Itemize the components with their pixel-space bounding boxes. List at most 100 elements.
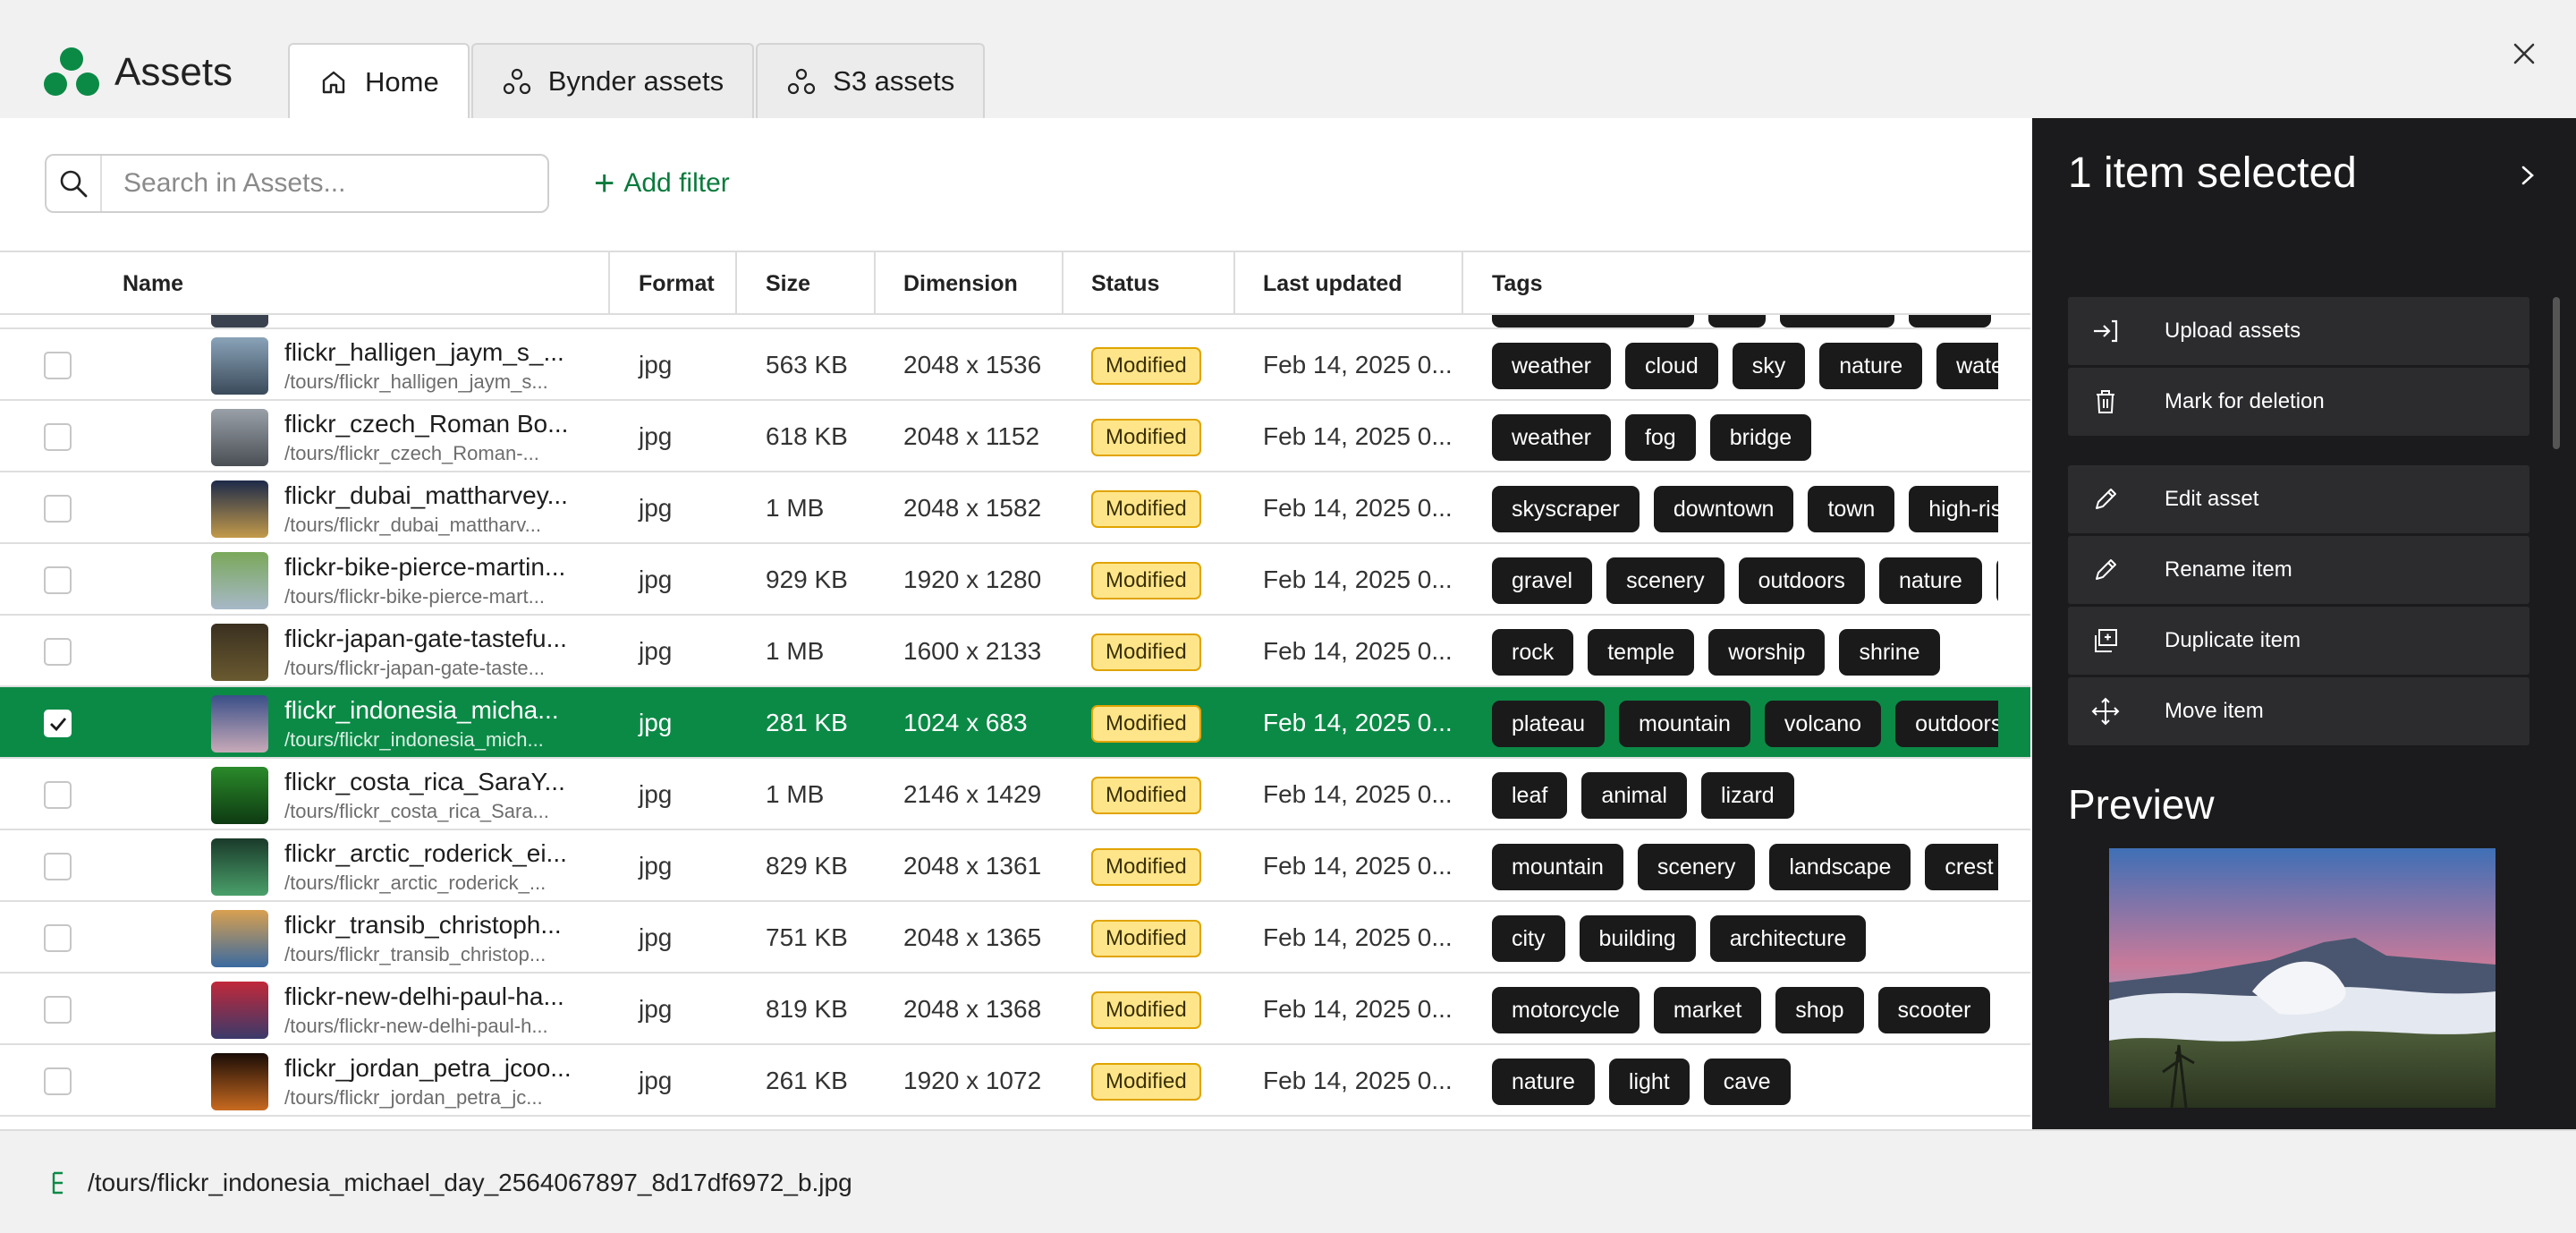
tag[interactable]: plateau [1492, 701, 1606, 747]
chevron-right-icon[interactable] [2515, 159, 2540, 191]
tag[interactable]: building [1579, 915, 1696, 962]
row-checkbox[interactable] [44, 996, 72, 1024]
asset-name[interactable]: flickr_dubai_mattharvey... [284, 481, 568, 509]
column-header-last-updated[interactable]: Last updated [1263, 270, 1402, 296]
tag[interactable]: weather [1492, 343, 1611, 389]
search-input[interactable] [123, 168, 517, 199]
tag[interactable] [1492, 315, 1694, 327]
tag[interactable]: market [1653, 987, 1762, 1033]
tag[interactable]: gravel [1492, 557, 1593, 604]
row-checkbox[interactable] [44, 853, 72, 880]
tag[interactable]: town [1808, 486, 1895, 532]
table-row[interactable]: flickr_costa_rica_SaraY... /tours/flickr_… [0, 759, 2030, 830]
column-resizer[interactable] [608, 252, 610, 315]
tag[interactable]: downtown [1653, 486, 1794, 532]
column-header-dimension[interactable]: Dimension [903, 270, 1018, 296]
table-row[interactable]: flickr_transib_christoph... /tours/flickr… [0, 902, 2030, 974]
duplicate-item-button[interactable]: Duplicate item [2068, 607, 2529, 675]
row-checkbox[interactable] [44, 566, 72, 594]
table-row[interactable]: flickr-new-delhi-paul-ha... /tours/flickr… [0, 974, 2030, 1045]
column-header-status[interactable]: Status [1091, 270, 1160, 296]
asset-name[interactable]: flickr_indonesia_micha... [284, 696, 559, 724]
tag[interactable]: outdoors [1738, 557, 1865, 604]
column-header-name[interactable]: Name [123, 270, 184, 296]
table-row[interactable]: flickr_indonesia_micha... /tours/flickr_i… [0, 687, 2030, 759]
row-checkbox[interactable] [44, 1067, 72, 1095]
tag[interactable]: high-rise [1909, 486, 1998, 532]
asset-name[interactable]: flickr-japan-gate-tastefu... [284, 625, 567, 652]
tag[interactable]: light [1608, 1059, 1690, 1105]
asset-name[interactable]: flickr_jordan_petra_jcoo... [284, 1054, 572, 1082]
asset-name[interactable]: flickr_halligen_jaym_s_... [284, 338, 564, 366]
tab-home[interactable]: Home [288, 43, 470, 120]
tag[interactable]: mountain [1619, 701, 1750, 747]
row-checkbox[interactable] [44, 924, 72, 952]
mark-for-deletion-button[interactable]: Mark for deletion [2068, 368, 2529, 436]
tag[interactable]: architecture [1709, 915, 1867, 962]
tag[interactable]: temple [1588, 629, 1695, 676]
tag[interactable]: fog [1624, 414, 1696, 461]
asset-name[interactable]: flickr_czech_Roman Bo... [284, 410, 569, 438]
tag[interactable]: weather [1492, 414, 1611, 461]
asset-name[interactable]: flickr_arctic_roderick_ei... [284, 839, 567, 867]
tab-s3-assets[interactable]: S3 assets [756, 43, 986, 118]
tag[interactable]: scenery [1637, 844, 1756, 890]
asset-name[interactable]: flickr_costa_rica_SaraY... [284, 768, 565, 795]
table-row[interactable]: flickr_arctic_roderick_ei... /tours/flick… [0, 830, 2030, 902]
row-checkbox[interactable] [44, 781, 72, 809]
tag[interactable]: scooter [1877, 987, 1991, 1033]
tag[interactable] [1909, 315, 1991, 327]
rename-item-button[interactable]: Rename item [2068, 536, 2529, 604]
tag[interactable]: sky [1732, 343, 1806, 389]
edit-asset-button[interactable]: Edit asset [2068, 465, 2529, 533]
tag[interactable]: nature [1819, 343, 1923, 389]
column-header-tags[interactable]: Tags [1492, 270, 1543, 296]
column-header-size[interactable]: Size [766, 270, 811, 296]
column-resizer[interactable] [1233, 252, 1235, 315]
asset-name[interactable]: flickr-new-delhi-paul-ha... [284, 982, 564, 1010]
tag[interactable] [1780, 315, 1894, 327]
row-checkbox[interactable] [44, 423, 72, 451]
upload-assets-button[interactable]: Upload assets [2068, 297, 2529, 365]
panel-scrollbar[interactable] [2553, 297, 2560, 449]
tag[interactable]: mountain [1492, 844, 1623, 890]
tag[interactable]: shrine [1839, 629, 1940, 676]
table-row[interactable]: flickr-japan-gate-tastefu... /tours/flick… [0, 616, 2030, 687]
tag[interactable]: skyscraper [1492, 486, 1640, 532]
tag[interactable]: worship [1708, 629, 1826, 676]
table-row[interactable]: flickr_dubai_mattharvey... /tours/flickr_… [0, 472, 2030, 544]
tag[interactable]: nature [1492, 1059, 1595, 1105]
asset-name[interactable]: flickr-bike-pierce-martin... [284, 553, 566, 581]
tag[interactable]: water [1936, 343, 1998, 389]
tag[interactable]: scenery [1606, 557, 1724, 604]
tag[interactable]: bridge [1709, 414, 1812, 461]
search-icon[interactable] [47, 156, 102, 211]
table-row[interactable]: flickr_czech_Roman Bo... /tours/flickr_cz… [0, 401, 2030, 472]
row-checkbox[interactable] [44, 495, 72, 523]
tab-bynder-assets[interactable]: Bynder assets [470, 43, 755, 118]
column-resizer[interactable] [1062, 252, 1063, 315]
tag[interactable]: rock [1492, 629, 1574, 676]
move-item-button[interactable]: Move item [2068, 677, 2529, 745]
tag[interactable]: shop [1775, 987, 1864, 1033]
tag[interactable]: animal [1581, 772, 1687, 819]
tag[interactable]: la [1996, 557, 1998, 604]
tag[interactable] [1708, 315, 1766, 327]
table-row[interactable]: flickr_halligen_jaym_s_... /tours/flickr_… [0, 329, 2030, 401]
add-filter-button[interactable]: + Add filter [594, 161, 730, 206]
row-checkbox[interactable] [44, 638, 72, 666]
table-row[interactable]: flickr-bike-pierce-martin... /tours/flick… [0, 544, 2030, 616]
tag[interactable]: cave [1703, 1059, 1791, 1105]
column-resizer[interactable] [735, 252, 737, 315]
tag[interactable]: landscape [1769, 844, 1911, 890]
asset-name[interactable]: flickr_transib_christoph... [284, 911, 562, 939]
tag[interactable]: cloud [1624, 343, 1718, 389]
column-header-format[interactable]: Format [639, 270, 715, 296]
column-resizer[interactable] [874, 252, 876, 315]
column-resizer[interactable] [1462, 252, 1463, 315]
tag[interactable]: outdoors [1895, 701, 1998, 747]
tag[interactable]: motorcycle [1492, 987, 1640, 1033]
tag[interactable]: volcano [1764, 701, 1882, 747]
tag[interactable]: city [1492, 915, 1565, 962]
row-checkbox[interactable] [44, 352, 72, 379]
